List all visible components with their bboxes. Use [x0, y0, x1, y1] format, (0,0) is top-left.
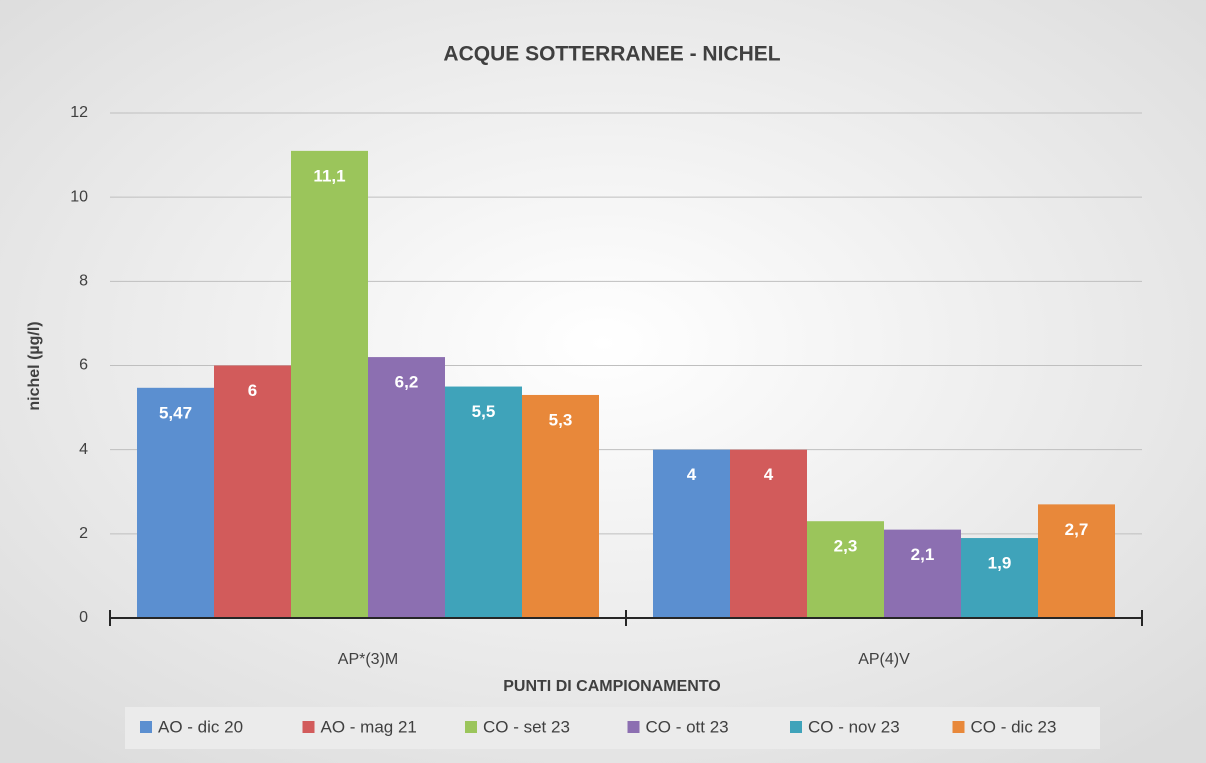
- data-label: 11,1: [313, 166, 345, 185]
- legend-label: CO - dic 23: [971, 717, 1057, 736]
- legend-swatch: [465, 721, 477, 733]
- legend-swatch: [140, 721, 152, 733]
- legend-swatch: [790, 721, 802, 733]
- y-tick-label: 4: [79, 441, 88, 458]
- legend-label: AO - dic 20: [158, 717, 243, 736]
- data-label: 1,9: [988, 554, 1012, 573]
- bar: [214, 365, 291, 618]
- y-tick-label: 0: [79, 609, 88, 626]
- x-axis-title: PUNTI DI CAMPIONAMENTO: [503, 678, 720, 695]
- data-label: 4: [687, 465, 697, 484]
- y-axis-title: nichel (µg/l): [26, 321, 43, 410]
- data-label: 5,47: [159, 403, 192, 422]
- y-tick-label: 10: [70, 188, 88, 205]
- data-label: 5,5: [472, 402, 496, 421]
- data-label: 5,3: [549, 410, 573, 429]
- bar: [653, 449, 730, 618]
- legend-label: AO - mag 21: [321, 717, 417, 736]
- legend-label: CO - set 23: [483, 717, 570, 736]
- bar: [291, 150, 368, 618]
- legend-swatch: [952, 721, 965, 733]
- y-tick-label: 12: [70, 104, 88, 121]
- data-label: 2,7: [1065, 520, 1089, 539]
- legend-label: CO - ott 23: [646, 717, 729, 736]
- data-label: 6,2: [395, 373, 419, 392]
- x-tick-label: AP*(3)M: [338, 651, 398, 668]
- bar: [445, 386, 522, 618]
- bar: [137, 387, 214, 618]
- bar: [730, 449, 807, 618]
- y-tick-label: 8: [79, 273, 88, 290]
- x-tick-label: AP(4)V: [858, 651, 910, 668]
- legend-label: CO - nov 23: [808, 717, 900, 736]
- bar: [1038, 504, 1115, 618]
- bar: [961, 538, 1038, 618]
- chart-title: ACQUE SOTTERRANEE - NICHEL: [443, 43, 780, 66]
- y-tick-label: 6: [79, 357, 88, 374]
- data-label: 2,1: [911, 545, 935, 564]
- bar: [884, 529, 961, 618]
- legend: [125, 707, 1100, 749]
- legend-swatch: [302, 721, 315, 733]
- y-tick-label: 2: [79, 525, 88, 542]
- legend-swatch: [627, 721, 640, 733]
- bar: [368, 357, 445, 618]
- data-label: 2,3: [834, 537, 858, 556]
- bar: [807, 521, 884, 618]
- data-label: 4: [764, 465, 774, 484]
- bar: [522, 394, 599, 618]
- data-label: 6: [248, 381, 257, 400]
